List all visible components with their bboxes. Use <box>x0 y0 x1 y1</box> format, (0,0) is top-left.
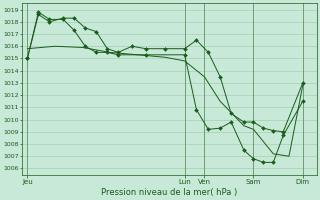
X-axis label: Pression niveau de la mer( hPa ): Pression niveau de la mer( hPa ) <box>101 188 237 197</box>
